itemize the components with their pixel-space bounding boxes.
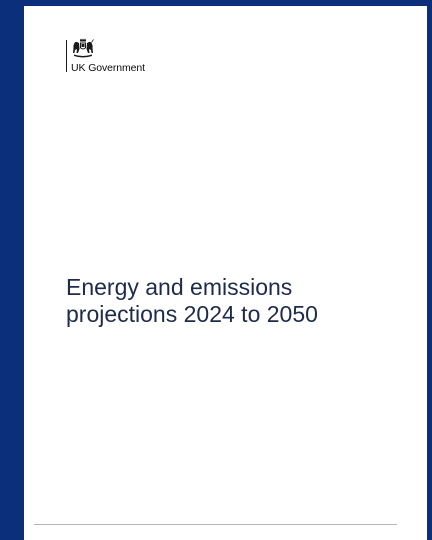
uk-government-logo: UK Government — [66, 36, 176, 76]
document-title: Energy and emissions projections 2024 to… — [66, 274, 396, 328]
logo-divider — [66, 40, 67, 72]
background-band — [0, 0, 24, 540]
title-line-1: Energy and emissions — [66, 274, 293, 300]
footer-divider — [34, 524, 397, 525]
title-line-2: projections 2024 to 2050 — [66, 301, 318, 327]
document-cover-page: UK Government Energy and emissions proje… — [24, 6, 427, 540]
logo-wordmark: UK Government — [71, 62, 145, 74]
royal-coat-of-arms-icon — [73, 38, 94, 58]
